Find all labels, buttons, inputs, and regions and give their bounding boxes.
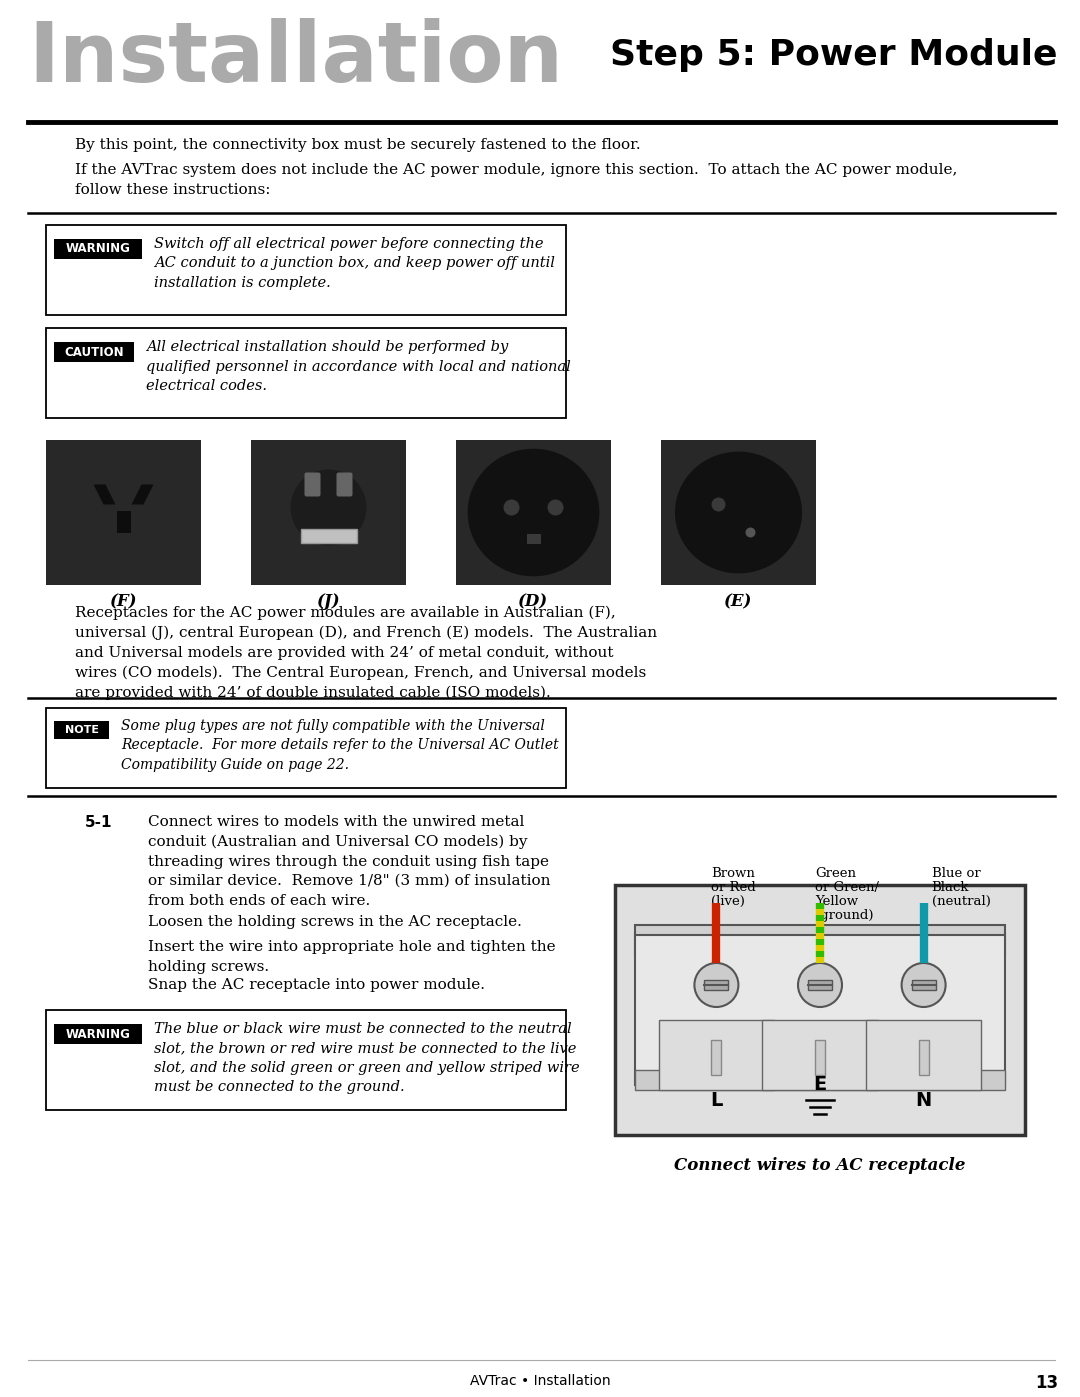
FancyBboxPatch shape [46,708,566,788]
FancyBboxPatch shape [815,1039,825,1076]
FancyBboxPatch shape [54,721,109,739]
Text: 5-1: 5-1 [85,814,112,830]
Text: Connect wires to AC receptacle: Connect wires to AC receptacle [674,1157,966,1173]
FancyBboxPatch shape [456,440,611,585]
FancyBboxPatch shape [251,440,406,585]
Circle shape [745,528,756,538]
FancyBboxPatch shape [762,1020,878,1090]
Circle shape [902,963,946,1007]
Text: (neutral): (neutral) [932,895,990,908]
Text: Snap the AC receptacle into power module.: Snap the AC receptacle into power module… [148,978,485,992]
Polygon shape [132,485,153,504]
FancyBboxPatch shape [54,342,134,362]
FancyBboxPatch shape [54,239,141,258]
Text: Brown: Brown [712,868,755,880]
FancyBboxPatch shape [635,935,1005,1085]
Text: 13: 13 [1035,1375,1058,1391]
Text: Loosen the holding screws in the AC receptacle.: Loosen the holding screws in the AC rece… [148,915,522,929]
Text: (ground): (ground) [815,909,874,922]
Circle shape [694,963,739,1007]
Circle shape [503,500,519,515]
Text: Insert the wire into appropriate hole and tighten the
holding screws.: Insert the wire into appropriate hole an… [148,940,555,974]
Text: Receptacles for the AC power modules are available in Australian (F),
universal : Receptacles for the AC power modules are… [75,606,657,700]
FancyBboxPatch shape [866,1020,982,1090]
FancyBboxPatch shape [659,1020,774,1090]
FancyBboxPatch shape [661,440,816,585]
FancyBboxPatch shape [46,328,566,418]
FancyBboxPatch shape [635,925,1005,956]
FancyBboxPatch shape [808,981,832,990]
Text: The blue or black wire must be connected to the neutral
slot, the brown or red w: The blue or black wire must be connected… [154,1023,580,1094]
Text: (E): (E) [725,592,753,610]
Circle shape [291,469,366,545]
FancyBboxPatch shape [54,1024,141,1044]
Text: (D): (D) [518,592,549,610]
Text: All electrical installation should be performed by
qualified personnel in accord: All electrical installation should be pe… [146,339,570,393]
Text: WARNING: WARNING [66,1028,131,1041]
Text: (J): (J) [316,592,340,610]
Polygon shape [117,510,131,532]
Text: or Green/: or Green/ [815,882,879,894]
Text: Some plug types are not fully compatible with the Universal
Receptacle.  For mor: Some plug types are not fully compatible… [121,719,558,773]
Text: or Red: or Red [712,882,756,894]
FancyBboxPatch shape [704,981,728,990]
FancyBboxPatch shape [919,1039,929,1076]
FancyBboxPatch shape [305,472,321,496]
Text: N: N [916,1091,932,1109]
FancyBboxPatch shape [635,1070,1005,1090]
Text: L: L [711,1091,723,1109]
Text: By this point, the connectivity box must be securely fastened to the floor.: By this point, the connectivity box must… [75,138,640,152]
Text: AVTrac • Installation: AVTrac • Installation [470,1375,610,1389]
FancyBboxPatch shape [46,225,566,314]
Text: NOTE: NOTE [65,725,98,735]
Text: E: E [813,1076,826,1094]
Ellipse shape [468,448,599,577]
Polygon shape [94,485,116,504]
Text: Yellow: Yellow [815,895,859,908]
FancyBboxPatch shape [300,528,356,542]
FancyBboxPatch shape [337,472,352,496]
Text: CAUTION: CAUTION [64,345,124,359]
Text: Switch off all electrical power before connecting the
AC conduit to a junction b: Switch off all electrical power before c… [154,237,555,291]
Circle shape [548,500,564,515]
Text: If the AVTrac system does not include the AC power module, ignore this section. : If the AVTrac system does not include th… [75,163,957,197]
Text: (F): (F) [110,592,137,610]
Text: Step 5: Power Module: Step 5: Power Module [610,38,1058,73]
FancyBboxPatch shape [527,535,540,545]
FancyBboxPatch shape [46,1010,566,1111]
FancyBboxPatch shape [912,981,935,990]
Text: Black: Black [932,882,969,894]
Circle shape [712,497,726,511]
Text: WARNING: WARNING [66,243,131,256]
Circle shape [798,963,842,1007]
Text: Installation: Installation [28,18,563,99]
FancyBboxPatch shape [615,886,1025,1134]
Text: Blue or: Blue or [932,868,981,880]
FancyBboxPatch shape [46,440,201,585]
Text: Connect wires to models with the unwired metal
conduit (Australian and Universal: Connect wires to models with the unwired… [148,814,551,908]
FancyBboxPatch shape [712,1039,721,1076]
Ellipse shape [675,451,802,573]
Text: Green: Green [815,868,856,880]
Text: (live): (live) [712,895,745,908]
